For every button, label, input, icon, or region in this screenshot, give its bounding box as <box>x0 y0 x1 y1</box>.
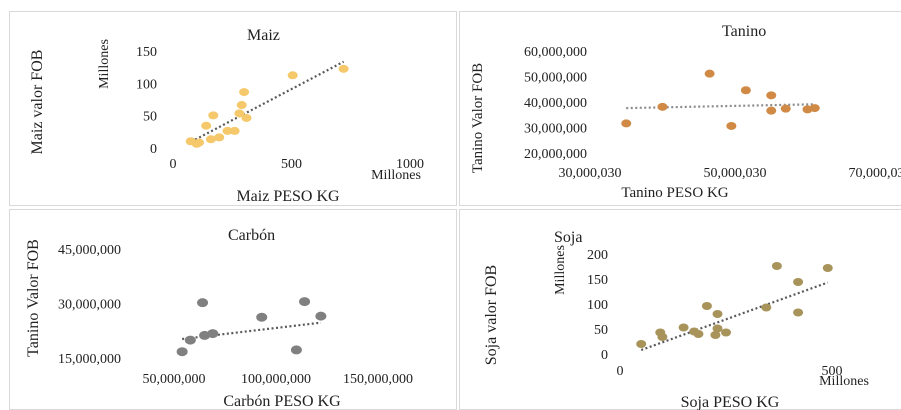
data-point <box>721 328 731 337</box>
y-tick-label: 45,000,000 <box>58 243 121 258</box>
x-tick-label: 0 <box>617 364 624 379</box>
x-tick-label: 0 <box>170 157 177 172</box>
chart-title: Tanino <box>722 23 766 40</box>
data-point <box>315 311 327 321</box>
x-axis-label: Carbón PESO KG <box>223 393 341 410</box>
data-point <box>710 331 721 339</box>
chart-maiz-svg: Maiz Maiz PESO KG Maiz valor FOB Millones Mi… <box>29 27 424 205</box>
y-axis-unit-label: Millones <box>97 39 112 89</box>
data-point <box>780 104 791 113</box>
data-point <box>761 303 772 312</box>
data-point <box>704 69 715 78</box>
y-axis-label: Tanino Valor FOB <box>470 63 486 173</box>
data-point <box>726 121 737 130</box>
y-tick-label: 150 <box>136 45 157 60</box>
data-point <box>290 345 302 355</box>
data-point <box>214 133 225 142</box>
trendline <box>186 60 345 145</box>
data-point <box>678 323 689 332</box>
chart-title: Carbón <box>228 227 275 244</box>
data-point <box>657 102 668 111</box>
x-tick-label: 100,000,000 <box>241 372 311 387</box>
x-tick-label: 50,000,000 <box>143 372 206 387</box>
data-point <box>636 340 647 348</box>
x-tick-label: 70,000,030 <box>849 166 901 181</box>
data-point <box>712 324 723 333</box>
chart-panel-soja: Soja Soja PESO KG Soja valor FOB Millones Mi… <box>459 209 901 410</box>
data-point <box>809 104 820 113</box>
chart-panel-tanino: Tanino Tanino PESO KG Tanino Valor FOB 20,0… <box>459 11 901 206</box>
y-tick-label: 40,000,000 <box>524 96 587 111</box>
chart-title: Maiz <box>247 27 280 44</box>
y-axis-unit-label: Millones <box>553 245 568 295</box>
y-tick-label: 30,000,000 <box>524 122 587 137</box>
data-point <box>208 111 219 120</box>
x-axis-unit-label: Millones <box>371 168 421 183</box>
data-point <box>184 335 196 345</box>
data-point <box>194 138 205 147</box>
data-point <box>239 88 250 97</box>
y-tick-label: 15,000,000 <box>58 352 121 367</box>
data-point <box>621 119 632 128</box>
y-axis-label: Maiz valor FOB <box>29 50 46 155</box>
chart-title: Soja <box>554 229 582 246</box>
data-point <box>822 264 833 272</box>
data-point <box>338 64 349 73</box>
x-axis-label: Soja PESO KG <box>681 394 780 410</box>
data-point <box>241 113 252 122</box>
x-tick-label: 30,000,030 <box>559 166 622 181</box>
chart-tanino-svg: Tanino Tanino PESO KG Tanino Valor FOB 20,0… <box>470 23 901 201</box>
data-point <box>229 126 240 135</box>
data-point <box>793 308 804 317</box>
y-tick-label: 50 <box>594 323 608 338</box>
x-tick-label: 500 <box>822 364 843 379</box>
data-point <box>222 126 233 135</box>
data-point <box>201 121 212 130</box>
chart-panel-carbon: Carbón Carbón PESO KG Tanino Valor FOB 15,0… <box>9 209 457 410</box>
data-point <box>771 262 782 270</box>
data-point <box>176 347 188 357</box>
y-tick-label: 100 <box>136 77 157 92</box>
y-tick-label: 60,000,000 <box>524 45 587 60</box>
data-point <box>299 297 311 307</box>
trendline <box>640 281 829 352</box>
y-tick-label: 20,000,000 <box>524 147 587 162</box>
data-point <box>793 278 804 286</box>
x-axis-label: Tanino PESO KG <box>621 185 728 201</box>
data-point <box>287 71 298 80</box>
data-point <box>197 298 209 308</box>
y-tick-label: 100 <box>587 298 608 313</box>
data-point <box>740 86 751 95</box>
chart-soja-svg: Soja Soja PESO KG Soja valor FOB Millones Mi… <box>483 229 869 410</box>
data-point <box>701 302 712 310</box>
x-tick-label: 500 <box>281 157 302 172</box>
x-tick-label: 150,000,000 <box>343 372 413 387</box>
y-tick-label: 30,000,000 <box>58 298 121 313</box>
chart-carbon-svg: Carbón Carbón PESO KG Tanino Valor FOB 15,0… <box>25 227 413 410</box>
x-tick-label: 1000 <box>396 157 424 172</box>
data-point <box>205 135 216 144</box>
y-tick-label: 0 <box>150 142 157 157</box>
data-point <box>657 333 668 341</box>
data-point <box>766 106 777 115</box>
data-point <box>256 312 268 322</box>
data-point <box>712 310 723 318</box>
data-point <box>236 101 247 110</box>
x-axis-unit-label: Millones <box>819 374 869 389</box>
y-axis-label: Tanino Valor FOB <box>25 239 42 357</box>
x-tick-label: 50,000,030 <box>704 166 767 181</box>
y-tick-label: 50 <box>143 110 157 125</box>
y-tick-label: 0 <box>601 348 608 363</box>
chart-panel-maiz: Maiz Maiz PESO KG Maiz valor FOB Millones Mi… <box>9 11 457 206</box>
y-tick-label: 50,000,000 <box>524 71 587 86</box>
data-point <box>693 330 704 338</box>
x-axis-label: Maiz PESO KG <box>236 188 340 205</box>
data-point <box>234 109 245 118</box>
y-axis-label: Soja valor FOB <box>483 265 500 365</box>
data-point <box>207 329 219 339</box>
y-tick-label: 200 <box>587 248 608 263</box>
data-point <box>766 91 777 100</box>
y-tick-label: 150 <box>587 273 608 288</box>
